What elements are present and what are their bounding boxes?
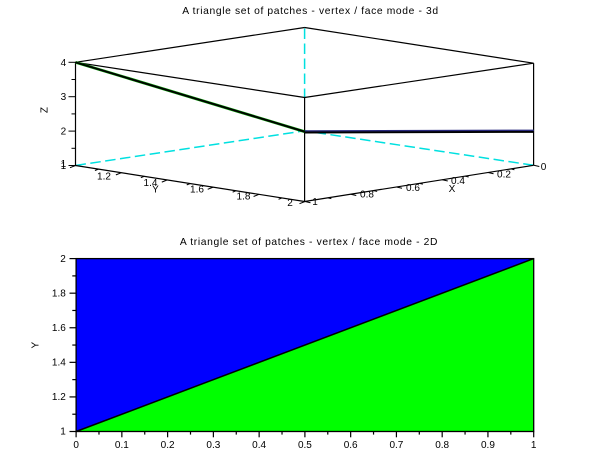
svg-text:1: 1 — [531, 440, 537, 451]
svg-text:1.8: 1.8 — [237, 191, 251, 202]
svg-text:2: 2 — [60, 254, 66, 265]
svg-text:1: 1 — [60, 427, 66, 438]
svg-text:0.4: 0.4 — [252, 440, 266, 451]
svg-text:1.4: 1.4 — [52, 358, 66, 369]
svg-text:A triangle set of patches - ve: A triangle set of patches - vertex / fac… — [180, 237, 438, 248]
svg-text:0.3: 0.3 — [206, 440, 220, 451]
svg-text:A triangle set of patches - ve: A triangle set of patches - vertex / fac… — [182, 6, 439, 17]
svg-text:0.6: 0.6 — [344, 440, 358, 451]
svg-text:1: 1 — [61, 161, 67, 172]
svg-text:0.5: 0.5 — [298, 440, 312, 451]
svg-text:1.2: 1.2 — [97, 172, 111, 183]
svg-text:1.2: 1.2 — [52, 392, 66, 403]
svg-text:1: 1 — [312, 197, 318, 208]
svg-text:0.8: 0.8 — [360, 190, 374, 201]
svg-text:0.6: 0.6 — [406, 183, 420, 194]
svg-text:Y: Y — [31, 341, 42, 348]
svg-text:1: 1 — [61, 159, 67, 170]
svg-text:3: 3 — [61, 92, 67, 103]
svg-text:2: 2 — [61, 127, 67, 138]
svg-text:1.8: 1.8 — [52, 288, 66, 299]
svg-text:4: 4 — [61, 58, 67, 69]
svg-text:0: 0 — [541, 162, 547, 173]
svg-text:0.2: 0.2 — [161, 440, 175, 451]
svg-text:0.4: 0.4 — [451, 176, 465, 187]
svg-text:Z: Z — [40, 107, 51, 113]
svg-text:2: 2 — [287, 198, 293, 209]
svg-text:0.7: 0.7 — [389, 440, 403, 451]
svg-text:1.6: 1.6 — [190, 185, 204, 196]
svg-text:1.6: 1.6 — [52, 323, 66, 334]
svg-text:X: X — [449, 184, 456, 195]
svg-text:1.4: 1.4 — [144, 178, 158, 189]
svg-text:0: 0 — [73, 440, 79, 451]
svg-text:0.8: 0.8 — [435, 440, 449, 451]
svg-text:0.9: 0.9 — [481, 440, 495, 451]
svg-text:0.1: 0.1 — [115, 440, 129, 451]
svg-text:0.2: 0.2 — [497, 170, 511, 181]
svg-text:Y: Y — [152, 184, 159, 195]
